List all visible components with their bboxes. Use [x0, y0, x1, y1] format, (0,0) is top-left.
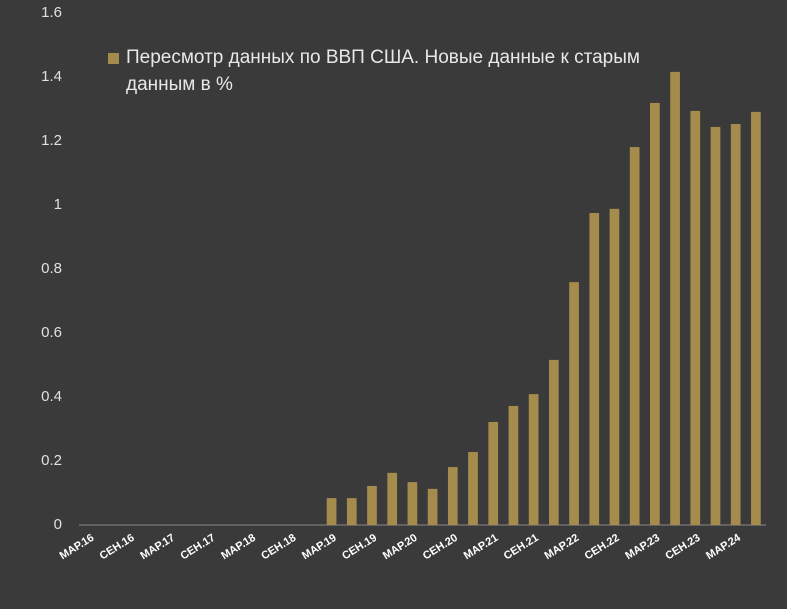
- bar: [690, 110, 701, 526]
- bar: [751, 111, 761, 525]
- bar: [629, 147, 640, 525]
- y-tick-label: 0.6: [41, 324, 62, 341]
- x-tick-label: МАР.19: [300, 532, 339, 562]
- x-tick-label: МАР.22: [543, 532, 582, 562]
- y-tick-label: 1.2: [41, 132, 62, 149]
- x-tick-label: МАР.23: [623, 532, 662, 562]
- bar: [730, 124, 741, 525]
- y-tick-label: 0: [54, 516, 62, 533]
- y-tick-label: 1.6: [41, 4, 62, 21]
- x-tick-label: СЕН.18: [259, 532, 298, 563]
- bar: [447, 467, 458, 525]
- bar: [346, 498, 357, 525]
- x-tick-label: МАР.17: [138, 532, 177, 562]
- bar: [407, 482, 418, 525]
- bar: [569, 282, 579, 525]
- x-tick-label: СЕН.16: [98, 532, 137, 563]
- y-tick-label: 0.8: [41, 260, 62, 277]
- bar: [326, 498, 337, 525]
- x-tick-label: СЕН.22: [583, 532, 622, 563]
- bar: [710, 126, 721, 526]
- bar: [488, 421, 499, 525]
- bar: [589, 213, 600, 525]
- x-tick-label: СЕН.20: [421, 532, 460, 563]
- x-tick-label: СЕН.23: [663, 532, 702, 563]
- x-tick-label: СЕН.19: [340, 532, 379, 563]
- bar: [427, 488, 438, 525]
- legend-label: Пересмотр данных по ВВП США. Новые данны…: [126, 47, 640, 95]
- bar: [548, 359, 559, 525]
- x-tick-label: МАР.24: [704, 531, 743, 562]
- bar: [367, 485, 377, 525]
- x-tick-label: МАР.18: [219, 532, 258, 562]
- bar: [528, 394, 539, 525]
- x-tick-label: СЕН.21: [502, 532, 541, 563]
- bar: [387, 472, 398, 525]
- y-tick-label: 0.2: [41, 452, 62, 469]
- bar: [670, 71, 680, 525]
- y-tick-label: 1: [54, 196, 62, 213]
- bar: [609, 208, 620, 525]
- x-tick-label: МАР.21: [462, 532, 501, 562]
- bar: [468, 452, 478, 525]
- x-tick-label: МАР.16: [58, 532, 97, 562]
- x-tick-label: МАР.20: [381, 532, 420, 562]
- bar: [508, 405, 519, 525]
- y-tick-label: 1.4: [41, 68, 62, 85]
- legend: Пересмотр данных по ВВП США. Новые данны…: [108, 44, 668, 98]
- x-tick-label: СЕН.17: [178, 532, 217, 563]
- bar: [650, 102, 660, 526]
- y-tick-label: 0.4: [41, 388, 62, 405]
- legend-swatch: [108, 53, 119, 64]
